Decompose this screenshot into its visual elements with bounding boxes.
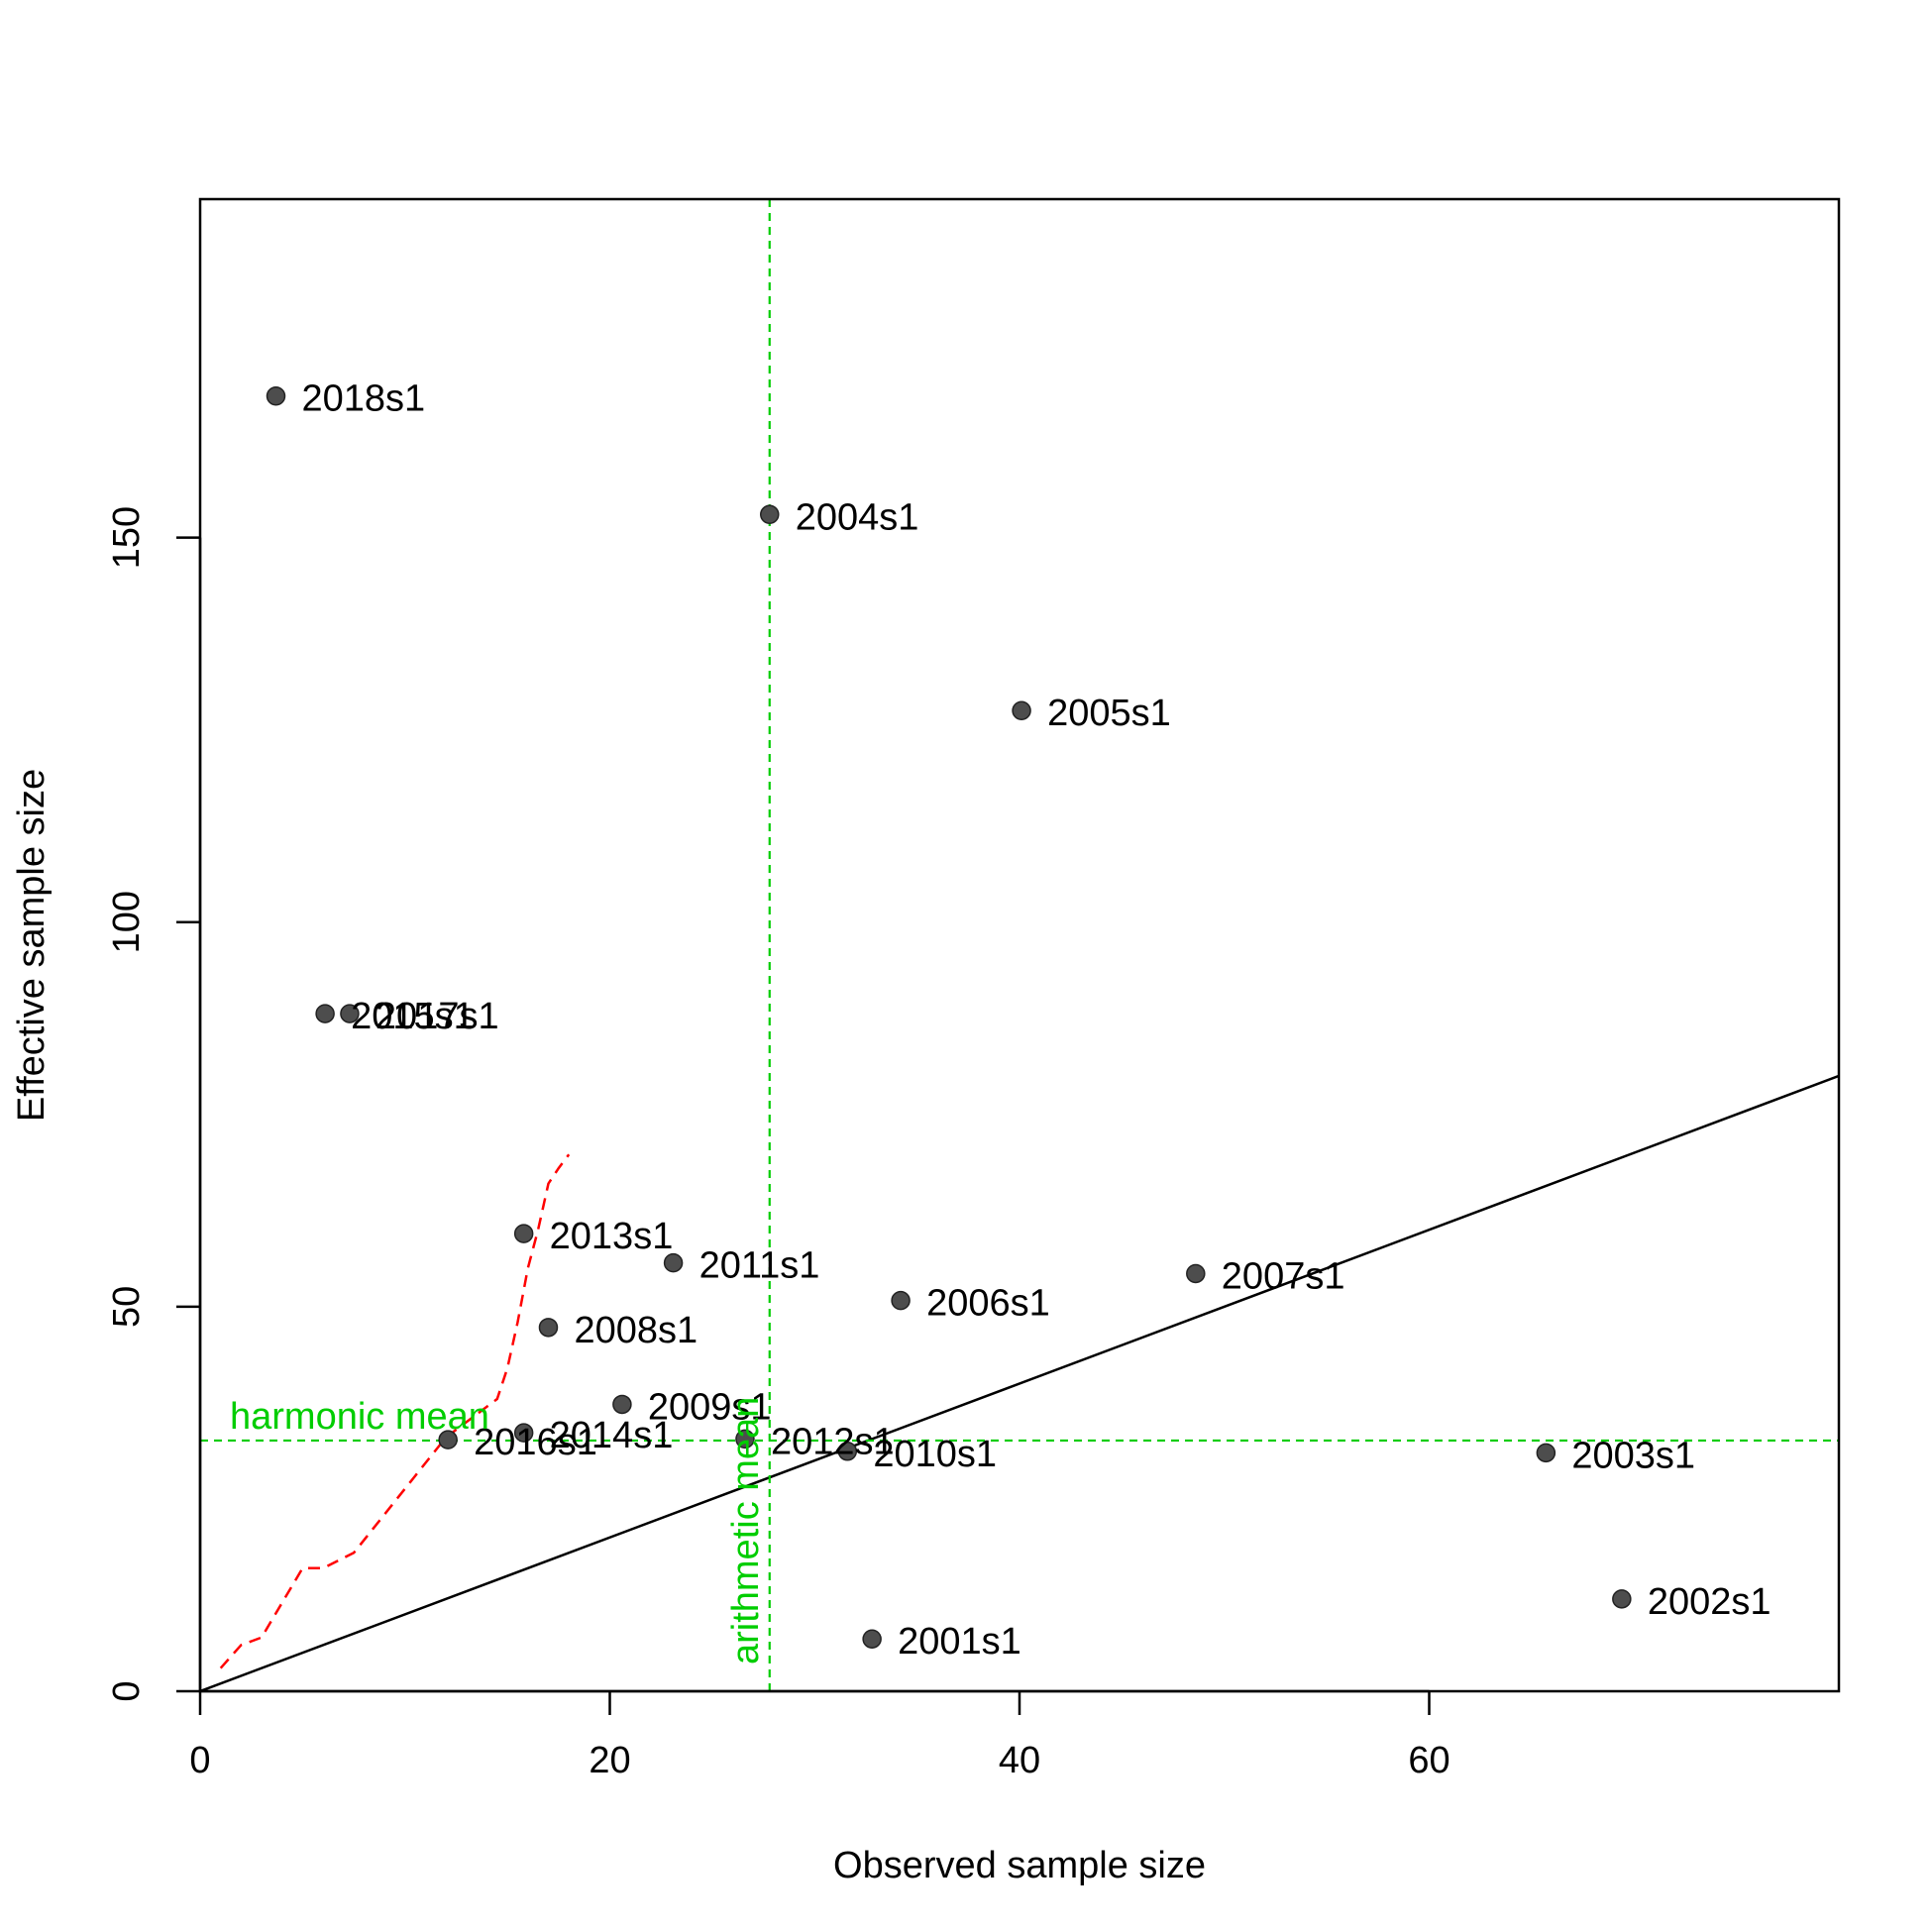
y-tick-label: 100 (106, 891, 148, 953)
data-point (513, 1224, 534, 1243)
data-point (735, 1429, 755, 1449)
axes-layer: 0 20 40 60 0 50 100 150 (106, 197, 1841, 1781)
data-point (438, 1430, 458, 1449)
point-label: 2002s1 (1648, 1581, 1771, 1623)
point-label: 2008s1 (574, 1310, 698, 1351)
point-label: 2006s1 (926, 1283, 1050, 1325)
x-axis-title: Observed sample size (833, 1845, 1206, 1886)
harmonic-mean-label: harmonic mean (230, 1396, 489, 1438)
y-tick-label: 0 (106, 1680, 148, 1701)
y-axis-title: Effective sample size (11, 769, 53, 1122)
x-tick-label: 20 (589, 1740, 630, 1781)
point-label: 2016s1 (474, 1422, 597, 1463)
point-label: 2005s1 (1047, 693, 1171, 734)
data-point (538, 1318, 559, 1338)
data-point (1186, 1263, 1206, 1284)
data-point (612, 1394, 632, 1415)
lines-layer (200, 199, 1839, 1691)
point-label: 2017s1 (376, 996, 499, 1037)
data-point (315, 1004, 335, 1023)
point-label: 2009s1 (648, 1386, 772, 1428)
point-label: 2011s1 (699, 1245, 820, 1287)
point-label: 2018s1 (301, 378, 425, 420)
data-point (1536, 1443, 1556, 1463)
identity-line (200, 1074, 1839, 1691)
point-label: 2012s1 (771, 1421, 895, 1462)
data-point (862, 1629, 882, 1649)
point-label: 2001s1 (898, 1621, 1021, 1663)
data-point (1612, 1589, 1632, 1609)
point-label: 2003s1 (1571, 1435, 1695, 1476)
point-label: 2004s1 (796, 496, 919, 538)
arithmetic-mean-label: arithmetic mean (725, 1397, 767, 1664)
point-label: 2007s1 (1222, 1255, 1345, 1297)
point-label: 2014s1 (550, 1415, 674, 1456)
y-tick-label: 150 (106, 506, 148, 569)
data-point (340, 1004, 360, 1023)
data-point (663, 1252, 684, 1273)
x-tick-label: 0 (189, 1740, 210, 1781)
data-point (513, 1423, 534, 1443)
point-label: 2015s1 (351, 996, 475, 1037)
y-tick-label: 50 (106, 1286, 148, 1328)
x-tick-label: 40 (999, 1740, 1040, 1781)
point-label: 2010s1 (873, 1434, 997, 1475)
data-point (266, 385, 286, 406)
data-point (1012, 700, 1031, 720)
point-label: 2013s1 (550, 1216, 674, 1257)
points-layer (266, 385, 1632, 1649)
data-point (760, 504, 780, 525)
smoother-line (219, 1153, 571, 1669)
x-tick-label: 60 (1408, 1740, 1449, 1781)
point-labels-layer: 2001s1 2002s1 2003s1 2004s1 2005s1 2006s1 2007… (301, 378, 1771, 1663)
data-point (891, 1290, 911, 1311)
data-point (837, 1442, 858, 1461)
